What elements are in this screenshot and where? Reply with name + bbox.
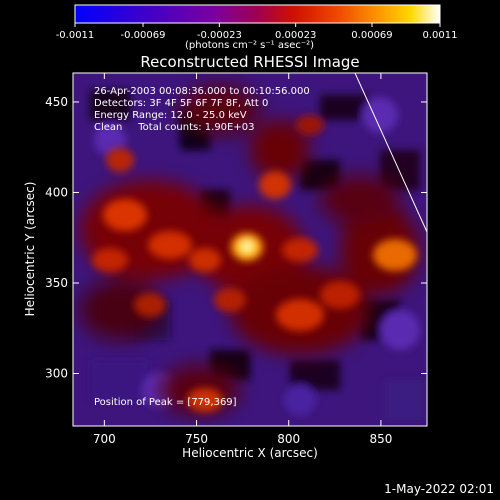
time-range-text: 26-Apr-2003 00:08:36.000 to 00:10:56.000	[94, 86, 310, 97]
colorbar-tick-label: 0.00023	[275, 30, 316, 41]
colorbar-tick-label: 0.00069	[351, 30, 392, 41]
x-tick-label: 850	[369, 432, 392, 446]
y-tick-label: 300	[45, 367, 68, 381]
x-tick-label: 750	[185, 432, 208, 446]
clean-counts-text: Clean Total counts: 1.90E+03	[94, 122, 255, 133]
y-axis-label: Heliocentric Y (arcsec)	[23, 181, 37, 317]
y-tick-label: 400	[45, 185, 68, 199]
energy-range-text: Energy Range: 12.0 - 25.0 keV	[94, 110, 247, 121]
colorbar-tick-label: -0.0011	[56, 30, 95, 41]
peak-position-text: Position of Peak = [779,369]	[94, 397, 237, 408]
colorbar-tick-label: -0.00023	[197, 30, 242, 41]
colorbar-units-label: (photons cm⁻² s⁻¹ asec⁻²)	[185, 40, 315, 51]
y-axis-ticks: 300 350 400 450	[45, 95, 427, 381]
x-axis-label: Heliocentric X (arcsec)	[182, 446, 318, 460]
colorbar-tick-label: -0.00069	[121, 30, 166, 41]
x-tick-label: 700	[93, 432, 116, 446]
x-tick-label: 800	[277, 432, 300, 446]
x-axis-ticks: 700 750 800 850	[93, 73, 392, 446]
footer-timestamp: 1-May-2022 02:01	[384, 482, 494, 496]
colorbar-gradient	[74, 4, 441, 24]
detectors-text: Detectors: 3F 4F 5F 6F 7F 8F, Att 0	[94, 98, 269, 109]
y-tick-label: 450	[45, 95, 68, 109]
plot-title: Reconstructed RHESSI Image	[140, 53, 360, 71]
colorbar-ticks: -0.0011 -0.00069 -0.00023 0.00023 0.00069 0.0…	[56, 23, 458, 41]
colorbar-tick-label: 0.0011	[423, 30, 458, 41]
solar-limb-line	[354, 73, 427, 233]
colorbar: -0.0011 -0.00069 -0.00023 0.00023 0.00069 0.0…	[56, 4, 458, 41]
plot-frame	[72, 72, 428, 427]
y-tick-label: 350	[45, 276, 68, 290]
